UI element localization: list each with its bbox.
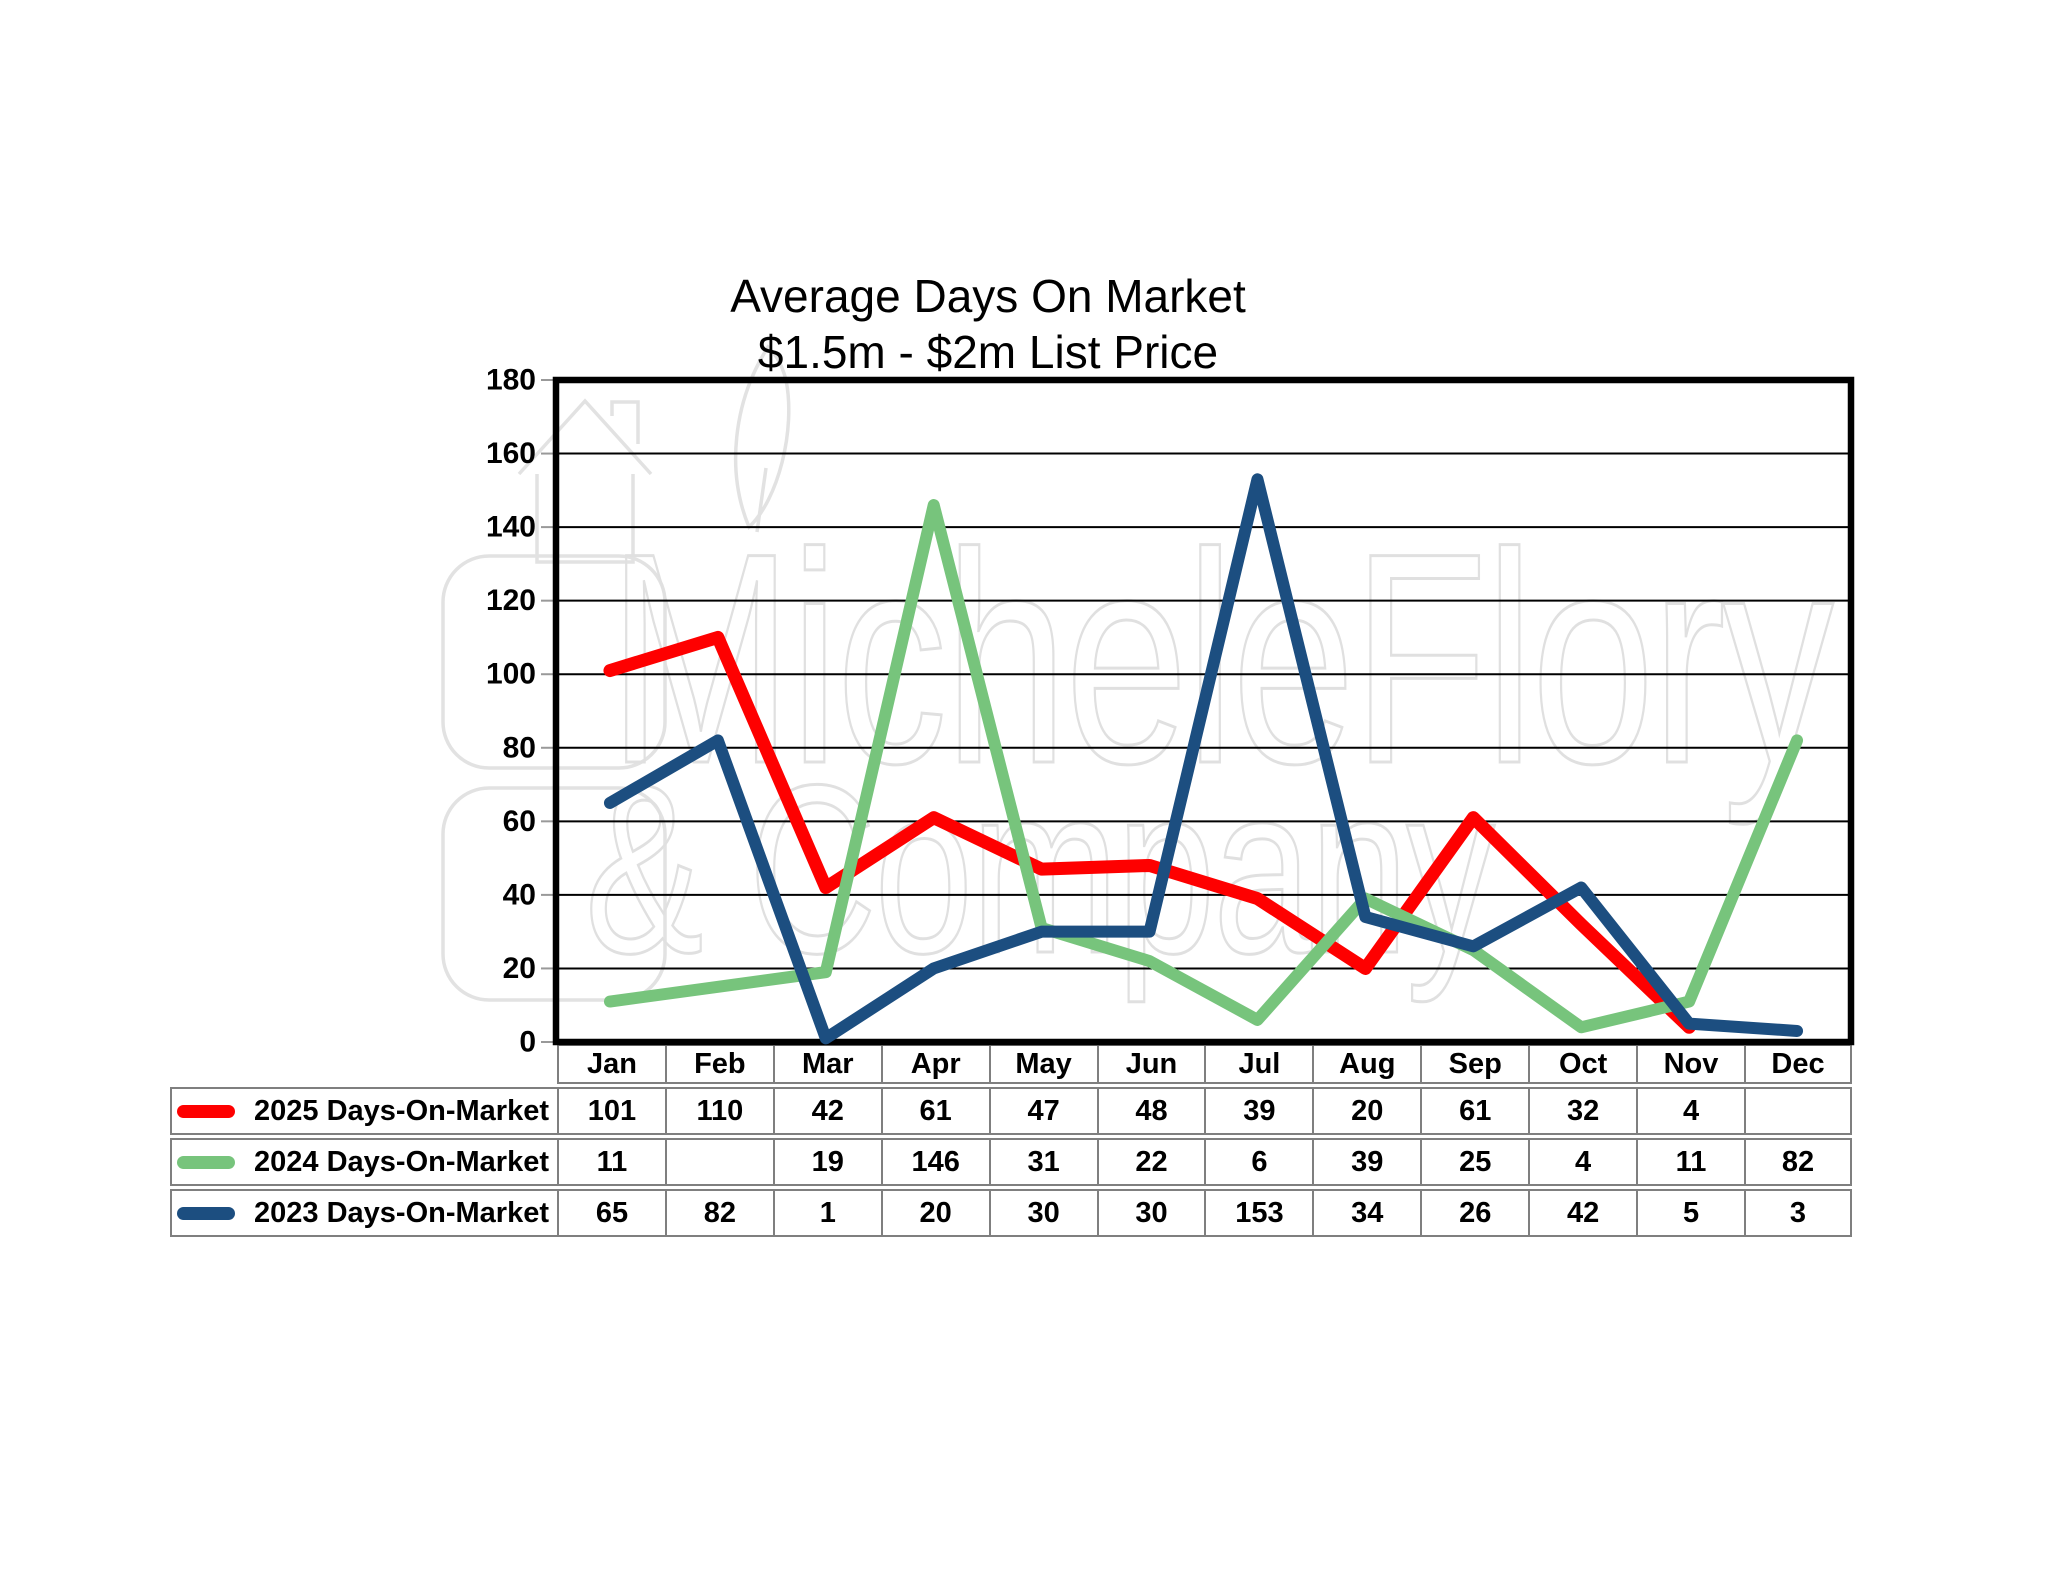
table-cell: 82 [1743, 1138, 1852, 1186]
table-cell: 5 [1636, 1189, 1744, 1237]
table-cell: 25 [1420, 1138, 1529, 1186]
table-row: 2025 Days-On-Market 101 110 42 61 47 48 39 20 61 3… [170, 1087, 1852, 1135]
table-cell: 19 [772, 1138, 881, 1186]
table-cell: 20 [1312, 1087, 1421, 1135]
table-cell: 22 [1096, 1138, 1205, 1186]
table-cell: 146 [880, 1138, 989, 1186]
table-cell: 47 [988, 1087, 1097, 1135]
legend-cell: 2023 Days-On-Market [170, 1189, 557, 1237]
watermark-text-line2: & Company [585, 735, 1495, 1003]
table-cell: 1 [772, 1189, 881, 1237]
column-header-nov: Nov [1636, 1044, 1744, 1084]
table-cell: 32 [1528, 1087, 1637, 1135]
table-cell: 3 [1743, 1189, 1852, 1237]
legend-cell: 2024 Days-On-Market [170, 1138, 557, 1186]
table-cell: 6 [1204, 1138, 1313, 1186]
legend-marker-2024 [177, 1155, 235, 1169]
table-cell: 110 [664, 1087, 773, 1135]
column-header-aug: Aug [1312, 1044, 1421, 1084]
column-header-jul: Jul [1204, 1044, 1313, 1084]
table-cell: 101 [557, 1087, 665, 1135]
table-cell: 42 [772, 1087, 881, 1135]
table-cell [1743, 1087, 1852, 1135]
table-cell: 61 [880, 1087, 989, 1135]
legend-marker-2023 [177, 1206, 235, 1220]
chart-title-line1: Average Days On Market [730, 270, 1246, 322]
table-cell: 20 [880, 1189, 989, 1237]
column-header-may: May [988, 1044, 1097, 1084]
table-corner-cell [170, 1044, 557, 1084]
table-cell: 4 [1636, 1087, 1744, 1135]
legend-marker-2025 [177, 1104, 235, 1118]
legend-label: 2025 Days-On-Market [254, 1094, 549, 1127]
month-header-row: Jan Feb Mar Apr May Jun Jul Aug Sep Oct Nov Dec [170, 1044, 1852, 1084]
table-row: 2023 Days-On-Market 65 82 1 20 30 30 153 34 26 42 5… [170, 1189, 1852, 1237]
column-header-dec: Dec [1743, 1044, 1852, 1084]
table-cell: 61 [1420, 1087, 1529, 1135]
chart-title-line2: $1.5m - $2m List Price [757, 326, 1219, 379]
table-cell: 30 [1096, 1189, 1205, 1237]
legend-label: 2024 Days-On-Market [254, 1145, 549, 1178]
table-row: 2024 Days-On-Market 11 19 146 31 22 6 39 25 4 11 82 [170, 1138, 1852, 1186]
table-cell: 11 [557, 1138, 665, 1186]
column-header-feb: Feb [664, 1044, 773, 1084]
column-header-sep: Sep [1420, 1044, 1529, 1084]
legend-label: 2023 Days-On-Market [254, 1196, 549, 1229]
column-header-jun: Jun [1096, 1044, 1205, 1084]
table-cell: 42 [1528, 1189, 1637, 1237]
data-table: Jan Feb Mar Apr May Jun Jul Aug Sep Oct Nov Dec 2025… [170, 1041, 1852, 1240]
column-header-jan: Jan [557, 1044, 665, 1084]
table-cell: 31 [988, 1138, 1097, 1186]
table-cell: 153 [1204, 1189, 1313, 1237]
table-cell: 34 [1312, 1189, 1421, 1237]
table-cell: 30 [988, 1189, 1097, 1237]
table-cell: 26 [1420, 1189, 1529, 1237]
table-cell: 65 [557, 1189, 665, 1237]
table-cell: 39 [1204, 1087, 1313, 1135]
legend-cell: 2025 Days-On-Market [170, 1087, 557, 1135]
column-header-apr: Apr [880, 1044, 989, 1084]
table-cell: 4 [1528, 1138, 1637, 1186]
chart-title: Average Days On Market $1.5m - $2m List … [388, 268, 1588, 380]
table-cell [664, 1138, 773, 1186]
column-header-mar: Mar [772, 1044, 881, 1084]
table-cell: 39 [1312, 1138, 1421, 1186]
table-cell: 11 [1636, 1138, 1744, 1186]
column-header-oct: Oct [1528, 1044, 1637, 1084]
table-cell: 82 [664, 1189, 773, 1237]
table-cell: 48 [1096, 1087, 1205, 1135]
